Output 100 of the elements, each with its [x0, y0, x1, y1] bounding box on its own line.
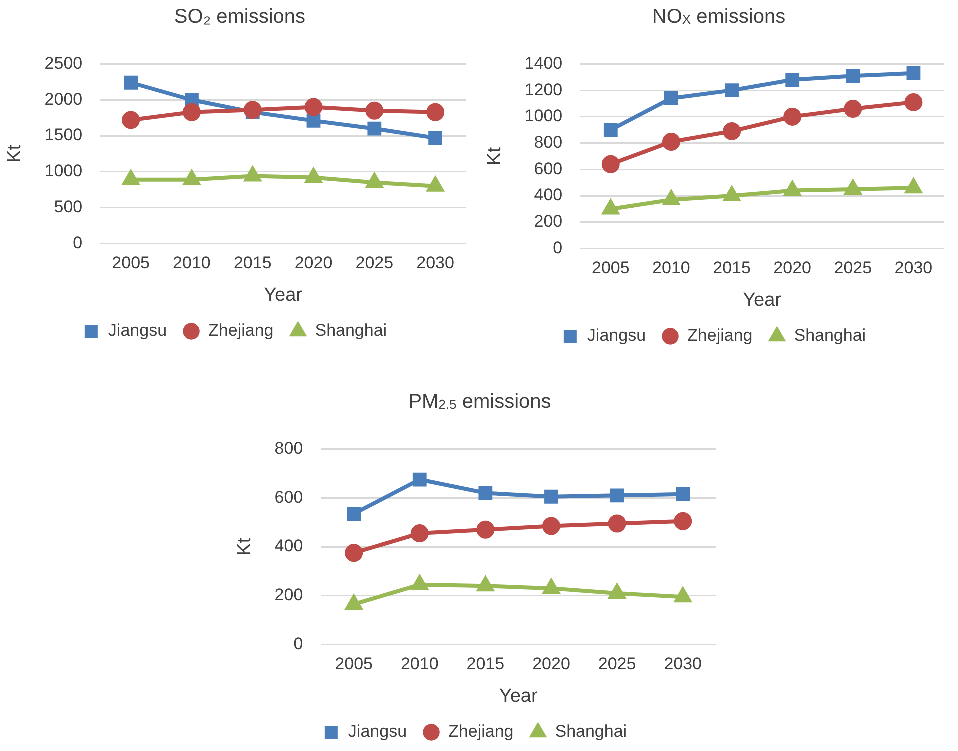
legend-label: Jiangsu: [108, 321, 168, 340]
x-tick-label: 2010: [652, 258, 690, 278]
y-tick-label: 600: [534, 159, 563, 178]
point: [244, 101, 262, 120]
point: [724, 187, 740, 202]
point: [904, 93, 923, 112]
point: [124, 76, 138, 90]
point: [844, 100, 862, 118]
point: [725, 84, 739, 98]
x-axis-title: Year: [743, 290, 782, 311]
x-tick-label: 2020: [532, 654, 570, 674]
point: [185, 93, 199, 108]
y-tick-label: 0: [73, 233, 83, 252]
x-axis-title: Year: [264, 284, 304, 306]
x-tick-label: 2030: [894, 258, 933, 278]
point: [784, 182, 801, 196]
point: [122, 111, 140, 130]
x-tick-label: 2025: [598, 654, 636, 674]
point: [244, 167, 261, 182]
y-tick-label: 200: [274, 586, 304, 605]
point: [610, 488, 624, 503]
x-tick-label: 2005: [335, 654, 373, 674]
y-tick-label: 1400: [524, 54, 563, 73]
point: [368, 122, 382, 136]
x-tick-label: 2030: [416, 254, 454, 273]
point: [184, 170, 200, 186]
y-tick-label: 2000: [44, 90, 83, 109]
point: [906, 66, 921, 80]
legend-label: Zhejiang: [448, 722, 514, 742]
y-tick-label: 0: [294, 634, 304, 654]
y-tick-label: 1200: [524, 80, 563, 100]
y-tick-label: 800: [534, 133, 563, 152]
x-tick-label: 2025: [834, 258, 872, 278]
point: [410, 524, 429, 543]
point: [412, 472, 427, 487]
point: [846, 69, 860, 84]
point: [123, 170, 140, 186]
point: [544, 490, 558, 504]
point: [543, 580, 560, 594]
point: [602, 155, 620, 174]
x-axis-title: Year: [499, 686, 538, 707]
x-tick-label: 2015: [713, 258, 751, 278]
point: [674, 512, 692, 530]
point: [478, 577, 494, 592]
x-tick-label: 2025: [356, 254, 394, 273]
point: [675, 588, 692, 603]
legend-label: Jiangsu: [348, 722, 408, 742]
point: [347, 507, 362, 521]
y-axis-title: Kt: [4, 144, 26, 163]
legend-label: Shanghai: [315, 321, 388, 340]
y-tick-label: 400: [534, 186, 563, 205]
point: [345, 544, 364, 562]
y-tick-label: 200: [534, 212, 563, 232]
y-tick-label: 1000: [44, 162, 83, 181]
point: [664, 92, 678, 106]
y-tick-label: 800: [274, 438, 304, 458]
y-tick-label: 400: [274, 536, 304, 556]
y-tick-label: 500: [54, 198, 83, 217]
legend-label: Zhejiang: [688, 326, 753, 346]
point: [428, 131, 442, 146]
x-tick-label: 2010: [173, 254, 211, 273]
y-tick-label: 1500: [44, 126, 83, 145]
y-tick-label: 0: [553, 238, 563, 258]
y-axis-title: Kt: [484, 146, 506, 166]
point: [906, 179, 922, 194]
x-tick-label: 2015: [234, 254, 272, 273]
x-tick-label: 2005: [592, 258, 630, 278]
point: [304, 98, 323, 116]
y-tick-label: 2500: [44, 54, 83, 73]
point: [306, 168, 322, 184]
point: [723, 122, 742, 140]
legend-label: Shanghai: [555, 722, 628, 742]
x-tick-label: 2020: [774, 258, 812, 278]
point: [366, 102, 384, 120]
point: [786, 73, 800, 87]
x-tick-label: 2015: [466, 654, 505, 674]
point: [412, 576, 428, 590]
y-axis-title: Kt: [234, 537, 256, 556]
point: [608, 514, 626, 533]
legend-label: Zhejiang: [208, 321, 274, 340]
point: [478, 486, 493, 500]
point: [662, 132, 680, 151]
x-tick-label: 2010: [400, 654, 439, 674]
point: [604, 123, 618, 138]
point: [845, 180, 862, 195]
point: [476, 520, 495, 539]
point: [366, 174, 383, 188]
point: [609, 584, 626, 599]
point: [784, 108, 802, 126]
x-tick-label: 2030: [664, 654, 702, 674]
point: [676, 487, 690, 502]
y-tick-label: 600: [274, 488, 304, 507]
chart-title: SO₂ emissions: [173, 6, 307, 29]
legend-label: Jiangsu: [587, 326, 646, 346]
x-tick-label: 2005: [112, 254, 150, 273]
point: [542, 517, 560, 536]
point: [306, 114, 321, 128]
point: [346, 595, 362, 610]
point: [427, 177, 444, 192]
point: [426, 103, 445, 122]
